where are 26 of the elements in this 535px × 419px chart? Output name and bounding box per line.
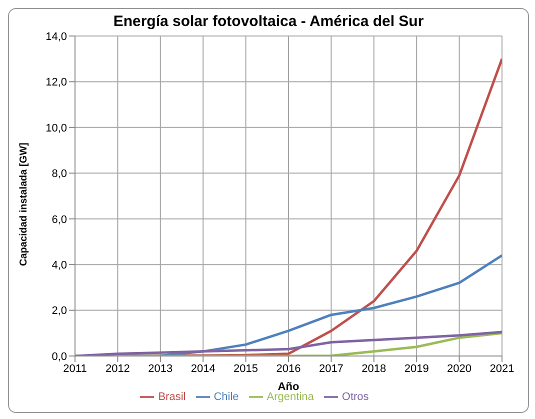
- y-tick-label: 0,0: [52, 350, 67, 363]
- y-tick-label: 8,0: [52, 168, 67, 180]
- x-tick-label: 2020: [447, 362, 472, 375]
- legend-label: Otros: [342, 390, 369, 403]
- y-tick-label: 10,0: [46, 122, 67, 134]
- x-tick-label: 2021: [490, 362, 514, 375]
- legend-label: Chile: [214, 390, 239, 403]
- chart-title: Energía solar fotovoltaica - América del Sur: [112, 13, 425, 30]
- y-tick-label: 4,0: [52, 259, 67, 272]
- x-tick-label: 2012: [105, 362, 130, 375]
- x-axis-title: Año: [278, 381, 300, 393]
- x-tick-label: 2018: [362, 362, 386, 375]
- legend-label: Argentina: [266, 390, 314, 403]
- legend-label: Brasil: [158, 390, 186, 403]
- y-tick-label: 12,0: [46, 76, 67, 89]
- x-tick-label: 2019: [404, 362, 429, 375]
- y-axis-title: Capacidad instalada [GW]: [18, 142, 30, 266]
- x-tick-label: 2016: [276, 362, 301, 375]
- y-tick-label: 14,0: [46, 30, 67, 43]
- x-tick-label: 2017: [318, 362, 344, 375]
- y-tick-label: 2,0: [52, 305, 67, 318]
- x-tick-label: 2011: [63, 362, 87, 375]
- x-tick-label: 2014: [190, 362, 216, 375]
- x-tick-label: 2013: [148, 362, 173, 375]
- x-tick-label: 2015: [234, 362, 258, 375]
- y-tick-label: 6,0: [52, 214, 67, 226]
